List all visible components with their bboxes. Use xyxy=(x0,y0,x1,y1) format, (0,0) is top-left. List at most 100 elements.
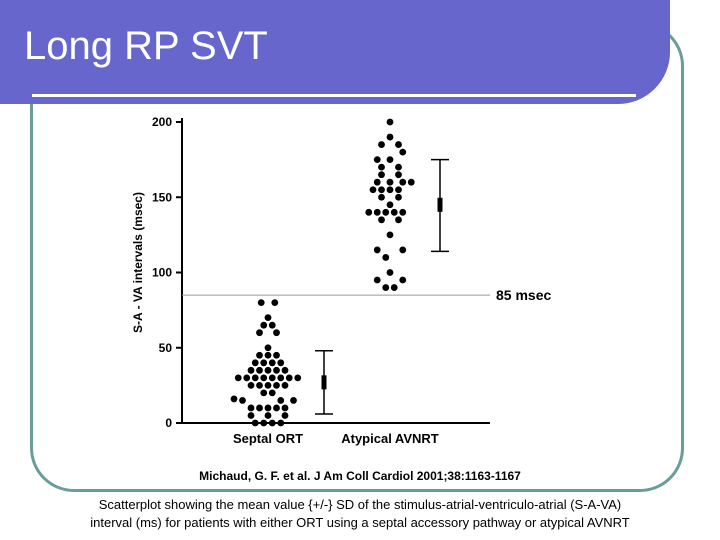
data-point xyxy=(268,321,276,329)
data-point xyxy=(390,284,398,291)
data-point xyxy=(281,381,289,389)
data-point xyxy=(247,381,255,389)
data-point xyxy=(256,366,263,374)
data-point xyxy=(268,419,276,427)
data-point xyxy=(256,329,263,337)
data-point xyxy=(395,216,402,224)
data-point xyxy=(264,344,272,352)
data-point xyxy=(386,269,394,276)
data-point xyxy=(365,208,373,216)
scatter-chart: 0 50 100 150 200 S-A - VA intervals (msec) Sep… xyxy=(131,115,551,446)
data-point xyxy=(230,395,238,403)
mean-marker xyxy=(437,197,443,212)
data-point xyxy=(277,374,285,382)
data-point xyxy=(399,208,407,216)
data-point xyxy=(395,141,402,148)
data-point xyxy=(273,366,280,374)
data-point xyxy=(395,186,402,194)
data-point xyxy=(251,419,259,427)
data-point xyxy=(260,389,268,397)
data-point xyxy=(395,171,402,179)
data-point xyxy=(256,351,263,359)
data-point xyxy=(243,374,251,382)
data-point xyxy=(386,133,394,141)
data-point xyxy=(271,299,279,306)
data-point xyxy=(373,276,381,284)
data-point xyxy=(386,178,394,186)
data-point xyxy=(251,359,259,367)
reference-line-label: 85 msec xyxy=(496,287,551,303)
data-point xyxy=(285,374,293,382)
data-point xyxy=(407,178,415,186)
data-point xyxy=(386,156,394,164)
data-point xyxy=(395,193,402,201)
data-point xyxy=(247,404,255,412)
data-point xyxy=(386,201,394,209)
slide-header: Long RP SVT xyxy=(0,0,670,104)
data-point xyxy=(273,404,280,412)
data-point xyxy=(382,208,390,216)
data-point xyxy=(373,246,381,254)
caption-line-1: Scatterplot showing the mean value {+/-}… xyxy=(98,497,622,512)
data-point xyxy=(260,419,268,427)
data-point xyxy=(268,359,276,367)
data-point xyxy=(399,276,407,284)
data-point xyxy=(378,193,385,201)
chart-axes: 0 50 100 150 200 S-A - VA intervals (msec) Sep… xyxy=(131,115,551,446)
y-tick-label: 150 xyxy=(152,190,172,204)
data-point xyxy=(273,381,280,389)
y-tick-label: 0 xyxy=(165,416,172,430)
slide-title: Long RP SVT xyxy=(24,24,268,68)
data-point xyxy=(260,359,268,367)
data-point xyxy=(399,178,407,186)
data-point xyxy=(382,254,390,261)
data-point xyxy=(234,374,242,382)
data-point xyxy=(264,412,272,419)
x-category-label: Septal ORT xyxy=(233,431,303,446)
data-point xyxy=(386,186,394,194)
data-point xyxy=(373,178,381,186)
chart-marks xyxy=(230,118,449,427)
mean-marker xyxy=(321,375,327,390)
data-point xyxy=(281,366,289,374)
data-point xyxy=(378,141,385,148)
data-point xyxy=(277,419,285,427)
data-point xyxy=(268,374,276,382)
data-point xyxy=(395,163,402,171)
data-point xyxy=(273,329,280,337)
y-tick-label: 200 xyxy=(152,115,172,129)
data-point xyxy=(256,381,263,389)
data-point xyxy=(386,118,394,126)
data-point xyxy=(264,351,272,359)
data-point xyxy=(281,412,289,419)
data-point xyxy=(378,163,385,171)
data-point xyxy=(281,404,289,412)
data-point xyxy=(251,374,259,382)
data-point xyxy=(378,186,385,194)
caption-line-2: interval (ms) for patients with either O… xyxy=(90,514,630,530)
data-point xyxy=(247,412,255,419)
data-point xyxy=(294,374,302,382)
data-point xyxy=(277,359,285,367)
data-point xyxy=(382,284,390,291)
data-point xyxy=(399,148,407,156)
figure-caption: Scatterplot showing the mean value {+/-}… xyxy=(10,496,710,531)
header-underline xyxy=(32,94,636,97)
data-point xyxy=(247,366,255,374)
data-point xyxy=(260,321,268,329)
data-point xyxy=(257,299,265,306)
data-point xyxy=(378,171,385,179)
data-point xyxy=(273,351,280,359)
data-point xyxy=(264,366,272,374)
data-point xyxy=(264,314,272,322)
data-point xyxy=(277,397,285,404)
y-axis-label: S-A - VA intervals (msec) xyxy=(131,192,145,333)
data-point xyxy=(373,208,381,216)
data-point xyxy=(260,374,268,382)
data-point xyxy=(264,381,272,389)
data-point xyxy=(390,208,398,216)
data-point xyxy=(268,389,276,397)
data-point xyxy=(264,404,272,412)
data-point xyxy=(369,186,377,194)
y-tick-label: 100 xyxy=(152,266,172,280)
